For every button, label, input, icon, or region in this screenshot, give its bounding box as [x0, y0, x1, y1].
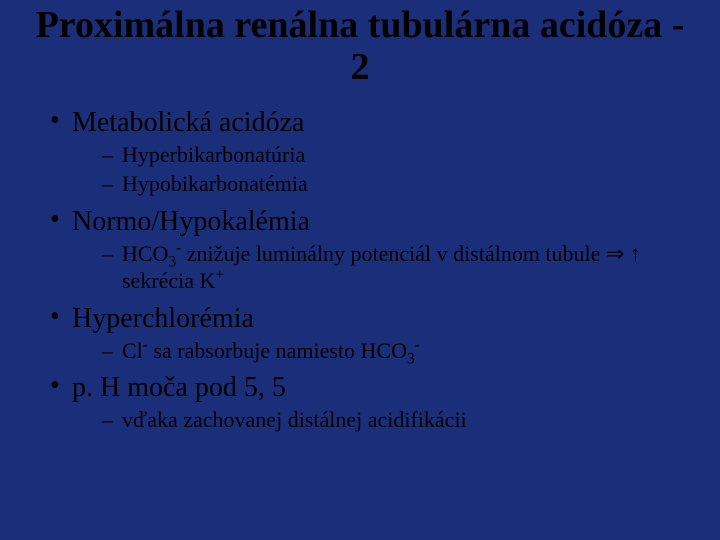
bullet-l2: HCO3- znižuje luminálny potenciál v dist…	[102, 240, 690, 295]
bullet-list: Metabolická acidóza Hyperbikarbonatúria …	[30, 107, 690, 434]
bullet-l1-text: Hyperchlorémia	[72, 303, 254, 334]
bullet-l2-text: Cl- sa rabsorbuje namiesto HCO3-	[122, 338, 420, 363]
bullet-l1-text: Metabolická acidóza	[72, 107, 304, 138]
bullet-sublist: Hyperbikarbonatúria Hypobikarbonatémia	[72, 141, 690, 198]
bullet-l2: vďaka zachovanej distálnej acidifikácii	[102, 406, 690, 434]
bullet-l1-text: Normo/Hypokalémia	[72, 206, 310, 237]
bullet-l2-text: Hypobikarbonatémia	[122, 171, 308, 196]
bullet-l1: Metabolická acidóza Hyperbikarbonatúria …	[50, 107, 690, 198]
bullet-l1: Normo/Hypokalémia HCO3- znižuje lumináln…	[50, 206, 690, 295]
bullet-l1: Hyperchlorémia Cl- sa rabsorbuje namiest…	[50, 303, 690, 365]
bullet-l2: Cl- sa rabsorbuje namiesto HCO3-	[102, 337, 690, 365]
bullet-l2-text: vďaka zachovanej distálnej acidifikácii	[122, 407, 467, 432]
bullet-l2-text: Hyperbikarbonatúria	[122, 142, 305, 167]
bullet-l2-text: HCO3- znižuje luminálny potenciál v dist…	[122, 241, 641, 294]
bullet-l1: p. H moča pod 5, 5 vďaka zachovanej dist…	[50, 372, 690, 434]
bullet-sublist: vďaka zachovanej distálnej acidifikácii	[72, 406, 690, 434]
bullet-l2: Hyperbikarbonatúria	[102, 141, 690, 169]
slide: Proximálna renálna tubulárna acidóza - 2…	[0, 0, 720, 540]
bullet-l2: Hypobikarbonatémia	[102, 170, 690, 198]
bullet-sublist: HCO3- znižuje luminálny potenciál v dist…	[72, 240, 690, 295]
bullet-sublist: Cl- sa rabsorbuje namiesto HCO3-	[72, 337, 690, 365]
bullet-l1-text: p. H moča pod 5, 5	[72, 372, 286, 403]
slide-title: Proximálna renálna tubulárna acidóza - 2	[30, 5, 690, 89]
